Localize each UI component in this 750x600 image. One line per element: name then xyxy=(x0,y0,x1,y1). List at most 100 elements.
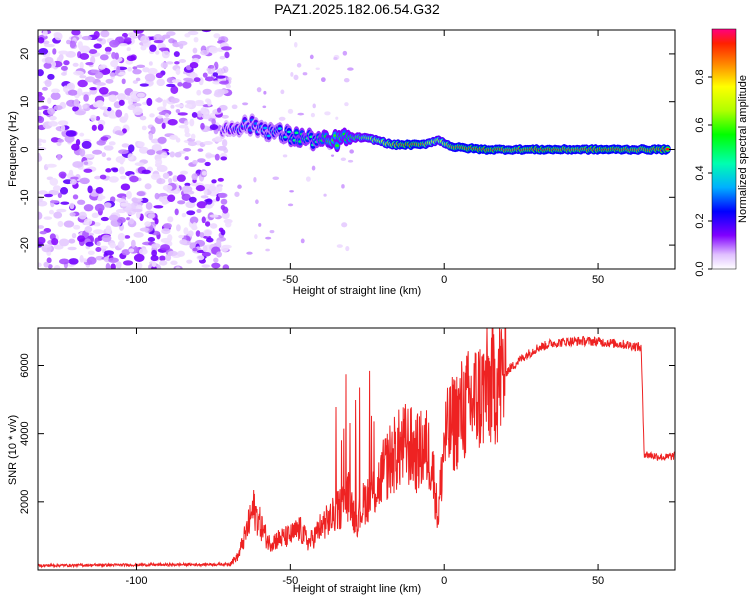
spectrogram-noise-cell xyxy=(90,56,96,65)
spectrogram-noise-cell xyxy=(214,153,220,161)
spectrogram-noise-cell xyxy=(296,63,302,68)
spectrogram-noise-cell xyxy=(57,154,62,161)
colorbar-tick-label: 0.2 xyxy=(694,213,706,228)
spectrogram-noise-cell xyxy=(118,166,125,175)
spectrogram-noise-cell xyxy=(141,125,147,131)
spectrogram-noise-cell xyxy=(83,161,89,166)
spectrogram-noise-cell xyxy=(200,195,209,199)
spectrogram-noise-cell xyxy=(199,232,205,238)
spectrogram-noise-cell xyxy=(137,141,145,148)
spectrogram-noise-cell xyxy=(132,103,142,107)
spectrogram-noise-cell xyxy=(121,128,127,134)
spectrogram-noise-cell xyxy=(108,114,118,119)
spectrogram-noise-cell xyxy=(114,130,124,136)
spectrogram-noise-cell xyxy=(212,72,219,77)
spectrogram-noise-cell xyxy=(160,152,168,159)
spectrogram-noise-cell xyxy=(105,263,111,269)
spectrogram-noise-cell xyxy=(66,99,77,107)
spectrogram-noise-cell xyxy=(149,44,157,52)
spectrogram-noise-cell xyxy=(38,48,49,55)
spectrogram-x-tick-label: -50 xyxy=(282,274,298,286)
spectrogram-noise-cell xyxy=(100,136,109,141)
spectrogram-noise-cell xyxy=(110,60,118,68)
spectrogram-noise-cell xyxy=(87,250,95,256)
spectrogram-noise-cell xyxy=(150,173,161,180)
spectrogram-noise-cell xyxy=(219,55,226,60)
spectrogram-noise-cell xyxy=(69,178,77,185)
spectrogram-noise-cell xyxy=(144,221,152,227)
spectrogram-noise-cell xyxy=(147,236,156,243)
spectrogram-noise-cell xyxy=(104,250,115,256)
spectrogram-noise-cell xyxy=(204,221,211,227)
spectrogram-noise-cell xyxy=(92,149,103,155)
colorbar-tick-label: 0.6 xyxy=(694,117,706,132)
spectrogram-noise-cell xyxy=(278,116,286,121)
spectrogram-noise-cell xyxy=(253,176,257,183)
spectrogram-noise-cell xyxy=(38,225,45,229)
spectrogram-noise-cell xyxy=(124,96,131,101)
spectrogram-noise-cell xyxy=(138,146,149,154)
snr-frame xyxy=(37,327,676,571)
spectrogram-noise-cell xyxy=(49,115,57,121)
spectrogram-noise-cell xyxy=(155,264,162,269)
spectrogram-noise-cell xyxy=(220,156,228,161)
spectrogram-noise-cell xyxy=(320,77,326,83)
spectrogram-noise-cell xyxy=(173,51,180,57)
spectrogram-noise-cell xyxy=(330,154,335,157)
spectrogram-noise-cell xyxy=(184,103,193,109)
spectrogram-noise-cell xyxy=(105,168,112,173)
spectrogram-noise-cell xyxy=(202,72,208,78)
spectrogram-x-ticks: -100 -50 0 50 xyxy=(125,30,604,286)
spectrogram-noise-cell xyxy=(42,30,48,37)
spectrogram-noise-cell xyxy=(174,208,179,216)
spectrogram-noise-cell xyxy=(135,210,141,219)
spectrogram-noise-cell xyxy=(209,223,218,229)
spectrogram-noise-cell xyxy=(51,237,59,246)
spectrogram-noise-cell xyxy=(151,261,157,268)
spectrogram-noise-cell xyxy=(47,264,53,269)
spectrogram-noise-cell xyxy=(57,120,69,126)
spectrogram-noise-cell xyxy=(177,200,186,205)
spectrogram-noise-cell xyxy=(216,68,225,76)
spectrogram-noise-cell xyxy=(72,161,84,168)
spectrogram-noise-cell xyxy=(108,176,119,183)
spectrogram-noise-cell xyxy=(184,156,189,161)
spectrogram-noise-cell xyxy=(151,249,158,257)
spectrogram-noise-cell xyxy=(202,245,208,253)
spectrogram-noise-cell xyxy=(190,133,196,140)
spectrogram-noise-cell xyxy=(63,60,70,66)
spectrogram-noise-cell xyxy=(211,179,217,184)
spectrogram-noise-cell xyxy=(169,134,178,140)
spectrogram-noise-cell xyxy=(287,108,294,114)
spectrogram-noise-cell xyxy=(38,106,44,111)
spectrogram-noise-cell xyxy=(81,91,92,97)
spectrogram-noise-cell xyxy=(176,174,186,182)
spectrogram-noise-cell xyxy=(84,225,93,233)
figure-title: PAZ1.2025.182.06.54.G32 xyxy=(274,1,440,17)
spectrogram-noise-cell xyxy=(128,248,135,253)
spectrogram-noise-cell xyxy=(161,34,171,39)
spectrogram-noise-cell xyxy=(333,56,338,61)
spectrogram-noise-cell xyxy=(187,141,197,147)
spectrogram-noise-cell xyxy=(345,245,350,252)
spectrogram-noise-cell xyxy=(170,260,178,266)
spectrogram-noise-cell xyxy=(201,113,212,120)
spectrogram-noise-cell xyxy=(93,43,102,49)
spectrogram-noise-cell xyxy=(178,124,189,129)
spectrogram-noise-cell xyxy=(312,103,316,109)
colorbar-gradient xyxy=(711,28,737,270)
spectrogram-noise-cell xyxy=(43,216,53,220)
spectrogram-noise-cell xyxy=(111,51,116,59)
spectrogram-noise-cell xyxy=(148,61,153,66)
spectrogram-noise-cell xyxy=(184,126,190,135)
spectrogram-noise-cell xyxy=(215,239,222,248)
spectrogram-noise-cell xyxy=(201,30,212,33)
spectrogram-noise-cell xyxy=(293,41,298,48)
spectrogram-noise-cell xyxy=(182,81,192,89)
spectrogram-noise-cell xyxy=(163,222,172,229)
spectrogram-noise-cell xyxy=(48,209,55,215)
spectrogram-noise-cell xyxy=(73,224,81,230)
spectrogram-noise-cell xyxy=(219,80,229,85)
spectrogram-noise-cell xyxy=(63,220,75,228)
spectrogram-noise-cell xyxy=(225,221,232,228)
